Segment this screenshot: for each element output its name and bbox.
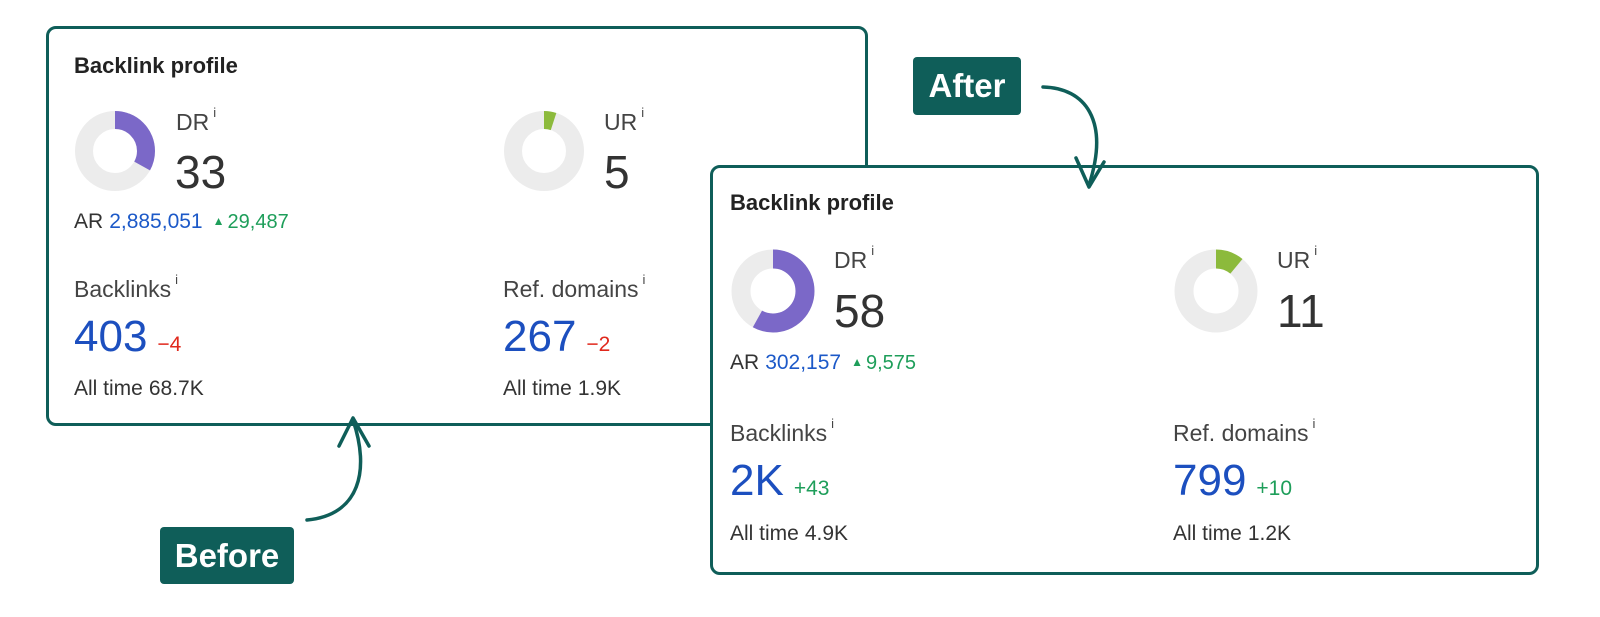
ur-label[interactable]: UR i <box>604 105 645 135</box>
dr-donut-chart <box>75 111 155 191</box>
dr-donut-chart <box>731 249 815 333</box>
backlinks-label[interactable]: Backlinks i <box>74 272 179 302</box>
ar-row: AR 302,157 ▲ 9,575 <box>730 351 916 375</box>
backlinks-change: −4 <box>157 333 182 356</box>
dr-value: 33 <box>175 146 227 198</box>
ref-domains-stat: 267 −2 <box>503 312 610 362</box>
ur-donut-chart <box>1174 249 1258 333</box>
ref-domains-all-time: All time 1.2K <box>1173 522 1292 545</box>
dr-donut-arc <box>75 111 155 191</box>
backlinks-stat: 2K +43 <box>730 456 829 506</box>
ref-domains-change: +10 <box>1256 477 1293 500</box>
ur-info-icon[interactable]: i <box>1314 243 1318 259</box>
before-arrow-icon <box>305 416 371 522</box>
ar-label: AR <box>74 210 104 233</box>
ar-row: AR 2,885,051 ▲ 29,487 <box>74 210 289 234</box>
backlinks-all-time: All time 68.7K <box>74 377 204 400</box>
dr-info-icon[interactable]: i <box>213 105 217 121</box>
dr-label[interactable]: DR i <box>834 243 875 273</box>
ur-value: 5 <box>604 146 630 198</box>
up-triangle-icon: ▲ <box>212 214 225 228</box>
ref-domains-info-icon[interactable]: i <box>642 272 646 288</box>
backlinks-value[interactable]: 2K <box>730 456 784 505</box>
card-title: Backlink profile <box>730 190 894 215</box>
ar-value[interactable]: 2,885,051 <box>109 210 203 233</box>
backlinks-value[interactable]: 403 <box>74 312 148 361</box>
ur-donut-arc <box>504 111 584 191</box>
ar-change: ▲ 9,575 <box>851 352 917 374</box>
card-title: Backlink profile <box>74 53 238 78</box>
ref-domains-info-icon[interactable]: i <box>1312 416 1316 432</box>
ref-domains-value[interactable]: 799 <box>1173 456 1247 505</box>
before-tag: Before <box>160 527 294 584</box>
dr-donut-arc <box>731 249 815 333</box>
backlinks-change: +43 <box>793 477 830 500</box>
ur-info-icon[interactable]: i <box>641 105 645 121</box>
ref-domains-value[interactable]: 267 <box>503 312 577 361</box>
backlinks-info-icon[interactable]: i <box>175 272 179 288</box>
ref-domains-all-time: All time 1.9K <box>503 377 622 400</box>
dr-value: 58 <box>834 285 886 337</box>
after-tag: After <box>913 57 1021 115</box>
backlinks-info-icon[interactable]: i <box>831 416 835 432</box>
up-triangle-icon: ▲ <box>851 355 863 369</box>
ur-value: 11 <box>1277 285 1325 337</box>
ur-donut-arc <box>1174 249 1258 333</box>
ur-donut-track <box>1174 249 1258 333</box>
ar-label: AR <box>730 351 760 374</box>
ur-donut-track <box>504 111 584 191</box>
ref-domains-change: −2 <box>586 333 611 356</box>
ar-value[interactable]: 302,157 <box>765 351 842 374</box>
ar-change: ▲ 29,487 <box>212 211 289 233</box>
ref-domains-label[interactable]: Ref. domains i <box>503 272 646 302</box>
backlinks-label[interactable]: Backlinks i <box>730 416 835 446</box>
backlinks-all-time: All time 4.9K <box>730 522 849 545</box>
dr-info-icon[interactable]: i <box>871 243 875 259</box>
ur-label[interactable]: UR i <box>1277 243 1318 273</box>
dr-label[interactable]: DR i <box>176 105 217 135</box>
backlinks-stat: 403 −4 <box>74 312 181 362</box>
backlink-profile-card-after: Backlink profile DR i 58 AR 302,157 ▲ 9,575 … <box>710 165 1539 575</box>
ur-donut-chart <box>504 111 584 191</box>
ref-domains-stat: 799 +10 <box>1173 456 1292 506</box>
ref-domains-label[interactable]: Ref. domains i <box>1173 416 1316 446</box>
